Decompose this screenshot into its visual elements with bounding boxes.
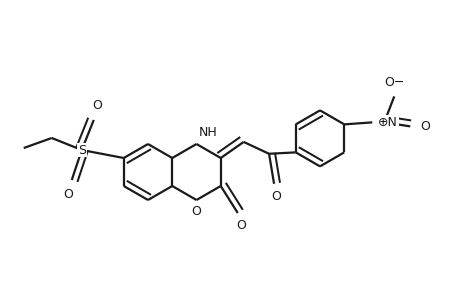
Text: S: S bbox=[78, 143, 85, 157]
Text: O: O bbox=[270, 190, 280, 203]
Text: O: O bbox=[92, 99, 101, 112]
Text: O: O bbox=[63, 188, 73, 201]
Text: NH: NH bbox=[198, 126, 217, 139]
Text: O: O bbox=[235, 219, 245, 232]
Text: O−: O− bbox=[383, 76, 403, 89]
Text: ⊕N: ⊕N bbox=[377, 116, 397, 129]
Text: O: O bbox=[420, 120, 429, 133]
Text: O: O bbox=[191, 205, 201, 218]
